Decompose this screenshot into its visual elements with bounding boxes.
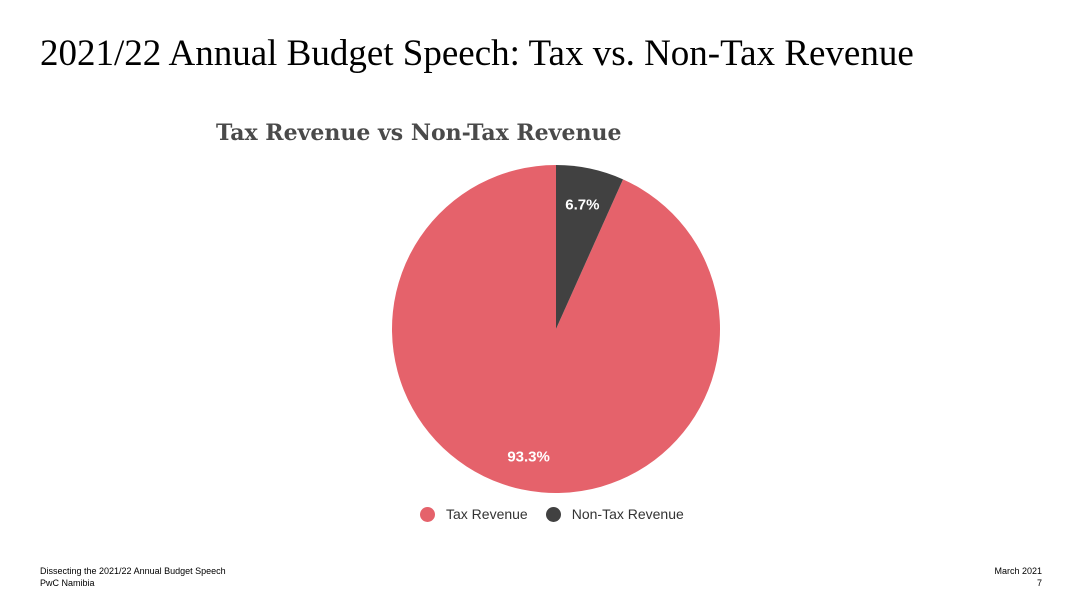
legend-item: Non-Tax Revenue <box>545 506 684 522</box>
footer-left: Dissecting the 2021/22 Annual Budget Spe… <box>40 565 226 589</box>
chart-legend: Tax Revenue Non-Tax Revenue <box>420 506 702 522</box>
legend-swatch <box>420 506 435 522</box>
legend-item: Tax Revenue <box>420 506 528 522</box>
chart-title: Tax Revenue vs Non-Tax Revenue <box>216 120 622 146</box>
slide-title: 2021/22 Annual Budget Speech: Tax vs. No… <box>40 33 914 74</box>
footer-document-title: Dissecting the 2021/22 Annual Budget Spe… <box>40 566 226 576</box>
pie-slice-non-tax-revenue <box>556 165 624 329</box>
pie-label-non-tax-revenue: 6.7% <box>565 196 599 213</box>
footer-company: PwC Namibia <box>40 578 95 588</box>
footer-right: March 2021 7 <box>994 565 1042 589</box>
pie-label-tax-revenue: 93.3% <box>507 448 550 465</box>
legend-label: Non-Tax Revenue <box>571 506 684 522</box>
footer-date: March 2021 <box>994 566 1042 576</box>
legend-swatch <box>545 506 561 522</box>
legend-label: Tax Revenue <box>446 506 528 522</box>
footer-page-number: 7 <box>1036 578 1042 588</box>
